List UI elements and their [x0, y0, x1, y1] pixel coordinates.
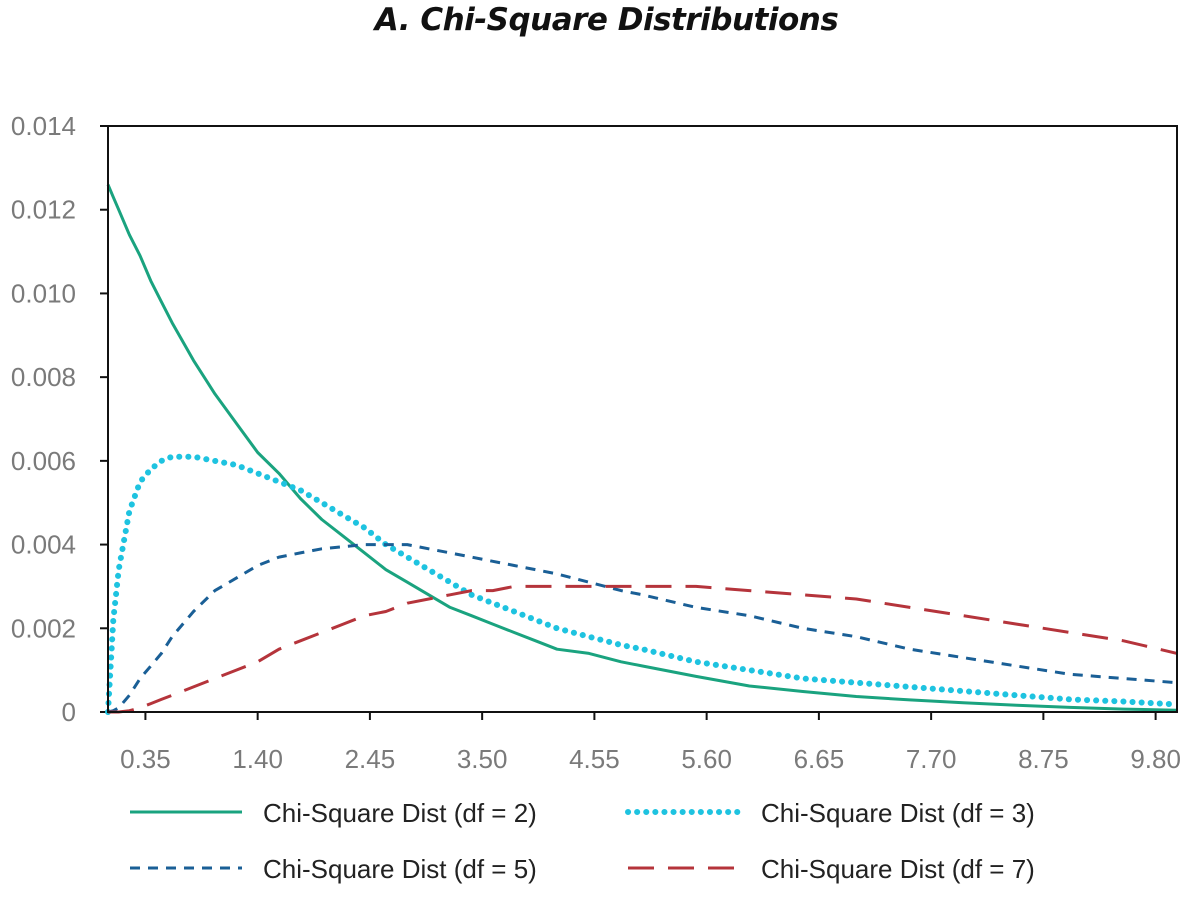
legend: Chi-Square Dist (df = 2) Chi-Square Dist … [130, 798, 1035, 884]
y-tick-label: 0.008 [11, 362, 76, 392]
x-tick-label: 7.70 [906, 744, 957, 774]
x-tick-label: 4.55 [569, 744, 620, 774]
y-tick-label: 0.012 [11, 195, 76, 225]
x-tick-label: 2.45 [345, 744, 396, 774]
series-line-df2 [106, 184, 1178, 712]
y-axis-ticks: 0 0.002 0.004 0.006 0.008 0.010 0.012 0.014 [11, 111, 108, 727]
y-tick-label: 0.014 [11, 111, 76, 141]
y-tick-label: 0.010 [11, 278, 76, 308]
y-tick-label: 0.006 [11, 446, 76, 476]
x-tick-label: 6.65 [794, 744, 845, 774]
x-tick-label: 3.50 [457, 744, 508, 774]
y-tick-label: 0 [62, 697, 76, 727]
x-tick-label: 0.35 [120, 744, 171, 774]
series-line-df7 [108, 584, 1178, 714]
plot-area-frame [107, 125, 1178, 713]
y-tick-label: 0.002 [11, 613, 76, 643]
chart-title: A. Chi-Square Distributions [374, 2, 839, 38]
x-tick-label: 9.80 [1130, 744, 1181, 774]
legend-label: Chi-Square Dist (df = 2) [263, 798, 537, 828]
series-lines [105, 184, 1180, 715]
legend-label: Chi-Square Dist (df = 3) [761, 798, 1035, 828]
legend-label: Chi-Square Dist (df = 5) [263, 854, 537, 884]
x-axis-ticks: 0.35 1.40 2.45 3.50 4.55 5.60 6.65 7.70 8.75 9.80 [120, 712, 1181, 774]
x-tick-label: 8.75 [1018, 744, 1069, 774]
y-tick-label: 0.004 [11, 530, 76, 560]
x-tick-label: 5.60 [681, 744, 732, 774]
series-line-df3 [105, 453, 1180, 715]
series-line-df5 [107, 543, 1178, 714]
x-tick-label: 1.40 [232, 744, 283, 774]
legend-label: Chi-Square Dist (df = 7) [761, 854, 1035, 884]
